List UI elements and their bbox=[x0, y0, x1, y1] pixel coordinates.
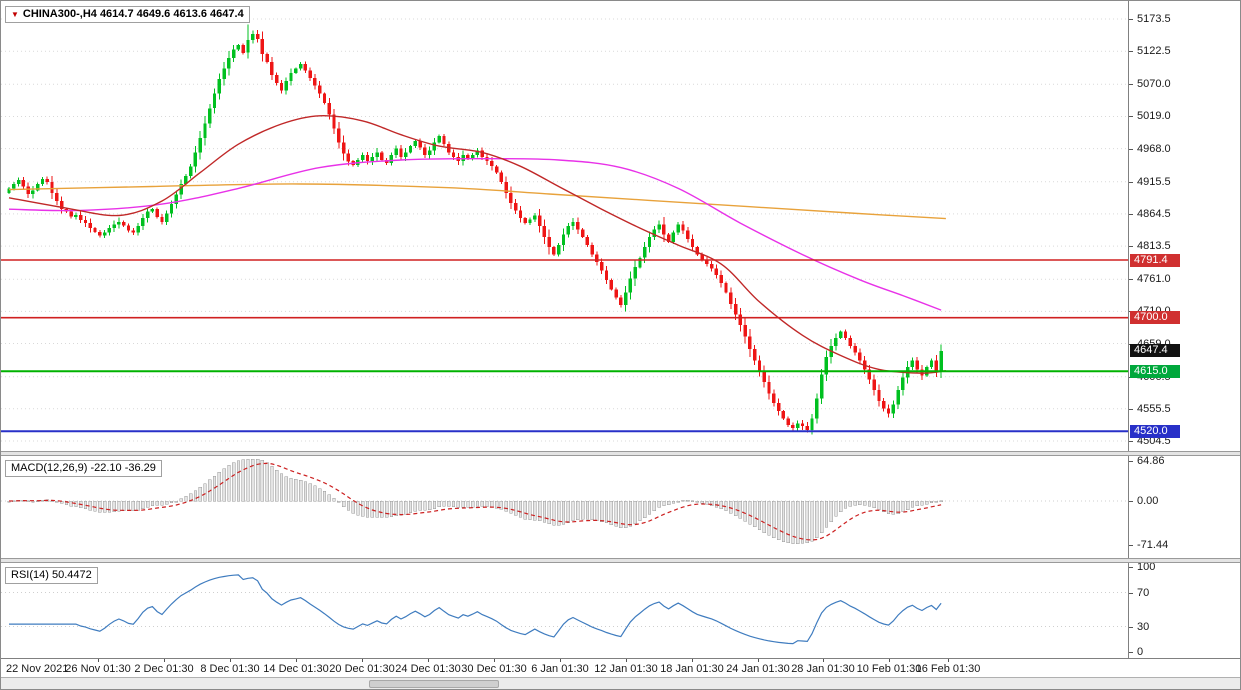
axis-tick-mark bbox=[1129, 19, 1133, 20]
price-level-tag-4791.4: 4791.4 bbox=[1130, 254, 1180, 267]
rsi-tick-label: 70 bbox=[1137, 587, 1150, 599]
time-tick-mark bbox=[98, 659, 99, 662]
price-level-tag-4520.0: 4520.0 bbox=[1130, 425, 1180, 438]
macd-tick-label: 64.86 bbox=[1137, 455, 1165, 467]
axis-tick-mark bbox=[1129, 627, 1133, 628]
price-tick-label: 5122.5 bbox=[1137, 45, 1171, 57]
macd-tick-label: 0.00 bbox=[1137, 495, 1159, 507]
scrollbar-thumb[interactable] bbox=[369, 680, 499, 688]
time-tick-label: 2 Dec 01:30 bbox=[134, 663, 194, 675]
axis-tick-mark bbox=[1129, 652, 1133, 653]
axis-tick-mark bbox=[1129, 116, 1133, 117]
price-tick-label: 4864.5 bbox=[1137, 208, 1171, 220]
price-tick-label: 5070.0 bbox=[1137, 78, 1171, 90]
candles-layer bbox=[7, 24, 943, 435]
price-tick-label: 5173.5 bbox=[1137, 13, 1171, 25]
macd-panel-canvas[interactable] bbox=[1, 456, 1128, 558]
price-tick-label: 4968.0 bbox=[1137, 143, 1171, 155]
price-tick-label: 5019.0 bbox=[1137, 110, 1171, 122]
price-axis[interactable]: 5173.5 5122.5 5070.0 5019.0 4968.0 4915.5 4864… bbox=[1128, 1, 1240, 658]
time-tick-mark bbox=[626, 659, 627, 662]
price-level-tag-4700.0: 4700.0 bbox=[1130, 311, 1180, 324]
time-tick-label: 24 Jan 01:30 bbox=[726, 663, 790, 675]
time-tick-label: 16 Feb 01:30 bbox=[915, 663, 981, 675]
time-tick-mark bbox=[494, 659, 495, 662]
panel-separator-macd[interactable] bbox=[1, 451, 1240, 456]
price-tick-label: 4504.5 bbox=[1137, 435, 1171, 447]
time-tick-mark bbox=[428, 659, 429, 662]
grid-layer bbox=[1, 18, 1128, 442]
price-level-tag-4647.4: 4647.4 bbox=[1130, 344, 1180, 357]
time-tick-mark bbox=[823, 659, 824, 662]
time-tick-mark bbox=[758, 659, 759, 662]
price-level-tag-4615.0: 4615.0 bbox=[1130, 365, 1180, 378]
axis-tick-mark bbox=[1129, 149, 1133, 150]
price-tick-label: 4555.5 bbox=[1137, 403, 1171, 415]
axis-tick-mark bbox=[1129, 461, 1133, 462]
time-tick-mark bbox=[164, 659, 165, 662]
time-tick-mark bbox=[948, 659, 949, 662]
macd-histogram bbox=[7, 458, 943, 545]
axis-tick-mark bbox=[1129, 593, 1133, 594]
macd-indicator-label: MACD(12,26,9) -22.10 -36.29 bbox=[5, 460, 162, 477]
ma-magenta-line bbox=[8, 157, 942, 311]
time-tick-label: 10 Feb 01:30 bbox=[856, 663, 922, 675]
main-chart-canvas[interactable] bbox=[1, 1, 1128, 451]
symbol-dropdown-icon[interactable]: ▼ bbox=[11, 10, 19, 19]
axis-tick-mark bbox=[1129, 84, 1133, 85]
time-tick-label: 30 Dec 01:30 bbox=[461, 663, 527, 675]
symbol-ohlc-label: CHINA300-,H4 4614.7 4649.6 4613.6 4647.4 bbox=[22, 8, 244, 20]
time-tick-mark bbox=[560, 659, 561, 662]
ma-red-line bbox=[8, 115, 946, 374]
time-tick-label: 8 Dec 01:30 bbox=[200, 663, 260, 675]
axis-tick-mark bbox=[1129, 501, 1133, 502]
symbol-info-box: ▼ CHINA300-,H4 4614.7 4649.6 4613.6 4647.… bbox=[5, 6, 250, 23]
axis-tick-mark bbox=[1129, 409, 1133, 410]
axis-tick-mark bbox=[1129, 567, 1133, 568]
price-tick-label: 4915.5 bbox=[1137, 176, 1171, 188]
time-tick-label: 6 Jan 01:30 bbox=[531, 663, 589, 675]
time-tick-mark bbox=[889, 659, 890, 662]
rsi-tick-label: 0 bbox=[1137, 646, 1144, 658]
rsi-line bbox=[9, 574, 942, 645]
rsi-indicator-label: RSI(14) 50.4472 bbox=[5, 567, 98, 584]
time-tick-mark bbox=[362, 659, 363, 662]
time-tick-mark bbox=[692, 659, 693, 662]
macd-label-text: MACD(12,26,9) -22.10 -36.29 bbox=[11, 462, 156, 474]
axis-tick-mark bbox=[1129, 51, 1133, 52]
rsi-panel-canvas[interactable] bbox=[1, 563, 1128, 658]
bottom-scrollbar[interactable] bbox=[1, 677, 1240, 689]
axis-tick-mark bbox=[1129, 545, 1133, 546]
ma-orange-line bbox=[8, 183, 946, 220]
time-tick-mark bbox=[296, 659, 297, 662]
rsi-tick-label: 100 bbox=[1137, 561, 1156, 573]
time-tick-label: 28 Jan 01:30 bbox=[791, 663, 855, 675]
time-tick-label: 26 Nov 01:30 bbox=[65, 663, 131, 675]
rsi-tick-label: 30 bbox=[1137, 621, 1150, 633]
axis-tick-mark bbox=[1129, 279, 1133, 280]
time-tick-label: 12 Jan 01:30 bbox=[594, 663, 658, 675]
macd-tick-label: -71.44 bbox=[1137, 539, 1169, 551]
time-tick-label: 14 Dec 01:30 bbox=[263, 663, 329, 675]
panel-separator-rsi[interactable] bbox=[1, 558, 1240, 563]
time-tick-mark bbox=[230, 659, 231, 662]
axis-tick-mark bbox=[1129, 246, 1133, 247]
axis-tick-mark bbox=[1129, 441, 1133, 442]
time-tick-label: 18 Jan 01:30 bbox=[660, 663, 724, 675]
axis-tick-mark bbox=[1129, 182, 1133, 183]
price-tick-label: 4761.0 bbox=[1137, 273, 1171, 285]
time-tick-label: 24 Dec 01:30 bbox=[395, 663, 461, 675]
time-tick-label: 20 Dec 01:30 bbox=[329, 663, 395, 675]
rsi-label-text: RSI(14) 50.4472 bbox=[11, 569, 92, 581]
time-axis[interactable]: 22 Nov 2021 26 Nov 01:30 2 Dec 01:30 8 Dec … bbox=[1, 658, 1240, 677]
price-tick-label: 4813.5 bbox=[1137, 240, 1171, 252]
axis-tick-mark bbox=[1129, 214, 1133, 215]
macd-signal-line bbox=[8, 462, 942, 541]
time-tick-label: 22 Nov 2021 bbox=[6, 663, 69, 675]
